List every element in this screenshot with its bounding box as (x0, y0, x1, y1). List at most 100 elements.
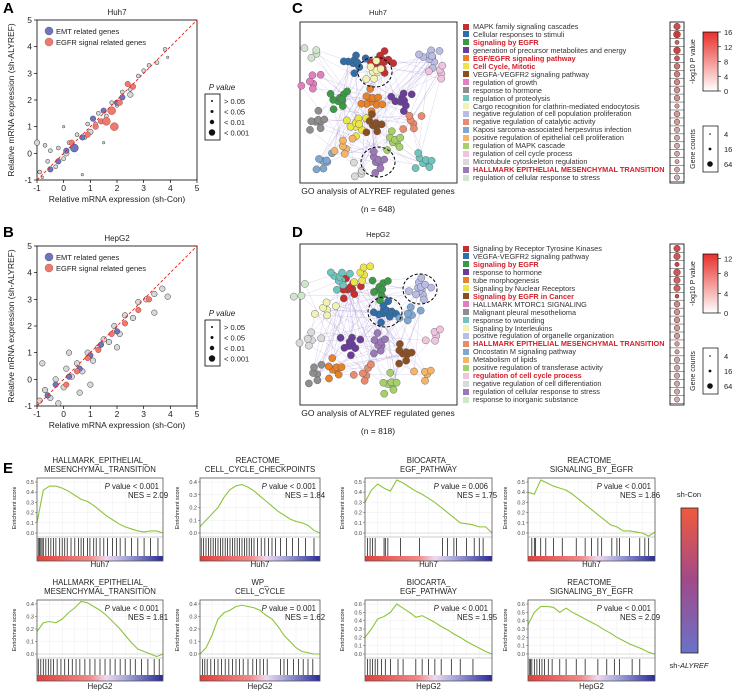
network-node (396, 133, 405, 142)
network-node (324, 362, 333, 371)
legend-swatch (463, 285, 469, 292)
legend-label: regulation of proteolysis (473, 93, 551, 103)
network-node (301, 280, 309, 288)
x-tick-label: 0 (61, 409, 66, 419)
legend-swatch (463, 269, 469, 276)
scatter-title: Huh7 (107, 8, 127, 17)
network-node (400, 96, 408, 105)
legend-marker-emt (44, 26, 54, 36)
y-tick-label: 0 (27, 148, 32, 158)
pvalue-legend-box (204, 93, 221, 141)
data-point-egfr (68, 139, 75, 146)
network-edge (376, 73, 442, 105)
pvalue-legend-label: > 0.05 (224, 323, 245, 332)
dot-go-term (673, 30, 681, 39)
data-point-egfr (108, 331, 115, 338)
network-edge (330, 63, 357, 94)
data-point-grey (102, 141, 106, 145)
dot-go-term (674, 396, 680, 403)
legend-label: Signaling by EGFR (473, 259, 539, 269)
dot-go-term (673, 324, 681, 332)
scatter-plot-B (34, 245, 221, 409)
network-node (332, 302, 340, 310)
y-tick-label: 0.3 (26, 615, 34, 621)
data-point-grey (135, 298, 142, 306)
legend-item: response to inorganic substance (463, 396, 578, 404)
network-node (368, 276, 377, 285)
panel-label-b: B (3, 224, 14, 241)
network-node (380, 389, 389, 398)
nes-text: NES = 1.84 (285, 491, 326, 500)
network-node (343, 87, 351, 96)
gene-count-dot (707, 383, 713, 389)
dot-go-term (674, 349, 680, 355)
legend-item: regulation of cellular response to stres… (463, 388, 600, 396)
network-node (334, 370, 343, 379)
legend-label: Signaling by Interleukins (473, 323, 553, 333)
network-node (427, 366, 435, 375)
legend-label-egfr: EGFR signal related genes (56, 264, 146, 273)
network-edge (371, 111, 374, 152)
plot-frame (527, 477, 656, 562)
y-tick-label: 0.4 (354, 490, 362, 496)
network-node (378, 100, 387, 109)
pvalue-legend-label: < 0.01 (224, 118, 245, 127)
pvalue-text: P value < 0.001 (105, 604, 159, 613)
legend-swatch (463, 388, 469, 395)
network-edge (419, 73, 442, 159)
plot-frame (199, 599, 321, 682)
network-node (396, 340, 404, 348)
data-point-emt (113, 328, 120, 335)
legend-label: HALLMARK MTORC1 SIGNALING (473, 299, 587, 309)
enrichment-curve (199, 483, 321, 534)
data-point-emt (79, 134, 86, 141)
legend-swatch (463, 71, 469, 78)
pvalue-text: P value < 0.001 (597, 604, 651, 613)
y-tick-label: 0.2 (189, 627, 197, 633)
y-tick-label: 0.3 (517, 627, 525, 633)
nes-text: NES = 1.81 (128, 613, 168, 622)
data-point-grey (62, 125, 66, 129)
legend-swatch (463, 301, 469, 308)
data-point-emt (119, 94, 126, 101)
network-node (417, 112, 426, 120)
network-edge (365, 118, 414, 124)
dot-go-term (674, 364, 680, 371)
plot-frame (199, 477, 321, 562)
plot-frame (364, 599, 493, 682)
network-node (359, 369, 367, 378)
gsea-plot (35, 477, 164, 562)
panel-label-c: C (292, 0, 303, 17)
y-tick-label: 0.0 (517, 652, 525, 658)
dot-go-term (673, 268, 681, 276)
network-node (369, 308, 378, 317)
network-node (387, 92, 396, 101)
legend-label: regulation of cellular response to stres… (473, 387, 600, 397)
gsea-title-line2: SIGNALING_BY_EGFR (550, 587, 634, 596)
legend-swatch (463, 63, 469, 70)
network-node (356, 335, 365, 344)
colorbar-label: -log10 P value (690, 39, 697, 84)
network-node (407, 348, 416, 357)
y-tick-label: 2 (27, 95, 32, 105)
x-tick-label: 0 (61, 183, 66, 193)
legend-item: VEGFA-VEGFR2 signaling pathway (463, 252, 589, 261)
network-node (407, 90, 416, 99)
gsea-title-line1: REACTOME_ (567, 456, 616, 465)
x-tick-label: 3 (141, 409, 146, 419)
legend-swatch (463, 348, 469, 355)
gsea-title-line1: HALLMARK_EPITHELIAL_ (53, 578, 149, 587)
highlight-cluster-outline (357, 56, 393, 88)
dot-go-term (674, 126, 680, 133)
dot-go-term (673, 300, 681, 308)
legend-label: EGF/EGFR signaling pathway (473, 53, 576, 63)
pvalue-legend-title: P value (209, 309, 236, 318)
legend-swatch (463, 325, 469, 331)
network-node (421, 376, 429, 385)
pvalue-colorbar (702, 253, 719, 314)
dot-go-term (673, 94, 681, 102)
gsea-title-line1: HALLMARK_EPITHELIAL_ (53, 456, 149, 465)
legend-item: Signaling by Nuclear Receptors (463, 284, 575, 293)
legend-swatch (463, 396, 469, 403)
network-caption: GO analysis of ALYREF regulated genes (301, 408, 454, 418)
